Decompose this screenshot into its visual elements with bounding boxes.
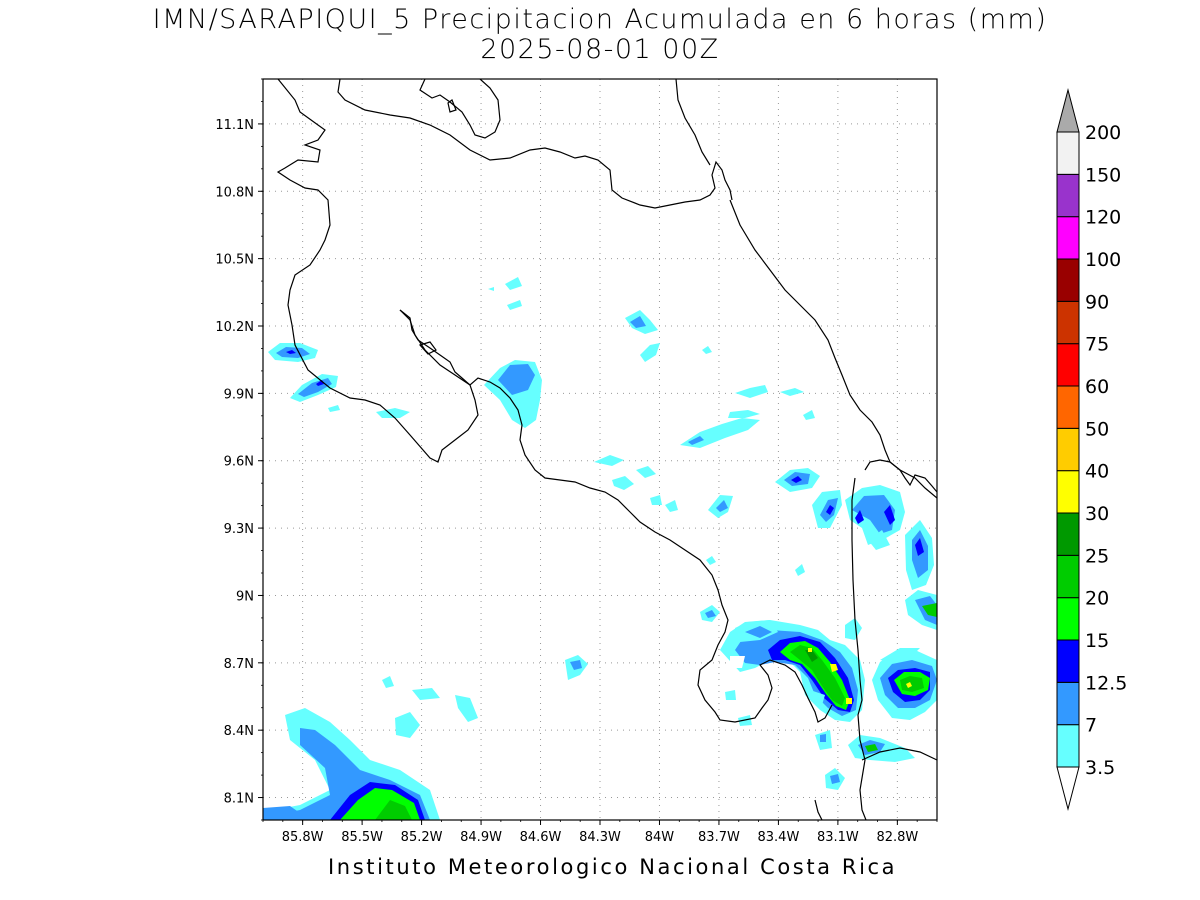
- y-tick-label: 10.2N: [215, 320, 254, 335]
- colorbar-label: 200: [1085, 122, 1121, 144]
- x-tick-label: 83.1W: [817, 830, 859, 845]
- y-tick-label: 11.1N: [215, 118, 254, 133]
- colorbar-band: [1056, 258, 1080, 302]
- chart-title-line2: 2025-08-01 00Z: [480, 34, 720, 65]
- y-axis-ticks: 11.1N 10.8N 10.5N 10.2N 9.9N 9.6N 9.3N 9N 8.7N 8.…: [215, 78, 263, 821]
- colorbar-label: 90: [1085, 291, 1109, 313]
- y-tick-label: 9.9N: [224, 387, 254, 402]
- colorbar-label: 150: [1085, 164, 1121, 186]
- y-tick-label: 9N: [236, 589, 254, 604]
- osa-peninsula-system: [700, 605, 915, 790]
- x-axis-ticks: 85.8W 85.5W 85.2W 84.9W 84.6W 84.3W 84W 83.7W 83…: [262, 820, 938, 845]
- colorbar-band: [1056, 554, 1080, 599]
- precip-shading: [263, 277, 937, 820]
- colorbar-label: 25: [1085, 545, 1109, 567]
- colorbar-band: [1056, 724, 1080, 768]
- coastlines-borders: [276, 79, 937, 820]
- colorbar-label: 30: [1085, 503, 1109, 525]
- panama-border-system: [872, 648, 937, 720]
- colorbar-band: [1056, 427, 1080, 472]
- colorbar-label: 40: [1085, 461, 1109, 483]
- x-tick-label: 84.9W: [460, 830, 502, 845]
- colorbar-band: [1056, 639, 1080, 683]
- x-tick-label: 83.4W: [758, 830, 800, 845]
- x-tick-label: 84.6W: [520, 830, 562, 845]
- colorbar-over-arrow: [1056, 88, 1080, 133]
- colorbar-label: 60: [1085, 376, 1109, 398]
- colorbar-under-arrow: [1056, 766, 1080, 811]
- footer-credit: Instituto Meteorologico Nacional Costa R…: [328, 855, 898, 879]
- y-tick-label: 8.4N: [224, 724, 254, 739]
- x-tick-label: 82.8W: [876, 830, 918, 845]
- north-cells: [268, 277, 820, 680]
- colorbar-label: 12.5: [1085, 672, 1127, 694]
- y-tick-label: 10.8N: [215, 185, 254, 200]
- colorbar-band: [1056, 173, 1080, 218]
- colorbar-band: [1056, 216, 1080, 260]
- y-tick-label: 9.3N: [224, 522, 254, 537]
- colorbar-band: [1056, 597, 1080, 641]
- colorbar-label: 120: [1085, 207, 1121, 229]
- colorbar-label: 20: [1085, 588, 1109, 610]
- x-tick-label: 84.3W: [579, 830, 621, 845]
- y-tick-label: 9.6N: [224, 455, 254, 470]
- chart-title-line1: IMN/SARAPIQUI_5 Precipitacion Acumulada …: [152, 4, 1048, 35]
- colorbar-label: 3.5: [1085, 757, 1115, 779]
- y-tick-label: 8.7N: [224, 657, 254, 672]
- x-tick-label: 85.2W: [401, 830, 443, 845]
- colorbar-band: [1056, 343, 1080, 387]
- colorbar-band: [1056, 512, 1080, 556]
- x-tick-label: 85.8W: [282, 830, 324, 845]
- y-tick-label: 10.5N: [215, 253, 254, 268]
- colorbar-band: [1056, 300, 1080, 345]
- east-cells: [812, 485, 937, 640]
- colorbar-label: 75: [1085, 334, 1109, 356]
- sw-corner-system: [263, 676, 478, 820]
- colorbar-band: [1056, 131, 1080, 175]
- colorbar-label: 100: [1085, 249, 1121, 271]
- colorbar-label: 15: [1085, 630, 1109, 652]
- colorbar-label: 7: [1085, 715, 1097, 737]
- colorbar-band: [1056, 470, 1080, 514]
- colorbar-legend: 3.5 7 12.5 15 20 25 30 40 50 60 75 90 100 120 150 200: [1056, 88, 1127, 811]
- x-tick-label: 85.5W: [341, 830, 383, 845]
- x-tick-label: 84W: [645, 830, 675, 845]
- x-tick-label: 83.7W: [698, 830, 740, 845]
- colorbar-band: [1056, 681, 1080, 726]
- y-tick-label: 8.1N: [224, 792, 254, 807]
- colorbar-band: [1056, 385, 1080, 429]
- colorbar-label: 50: [1085, 418, 1109, 440]
